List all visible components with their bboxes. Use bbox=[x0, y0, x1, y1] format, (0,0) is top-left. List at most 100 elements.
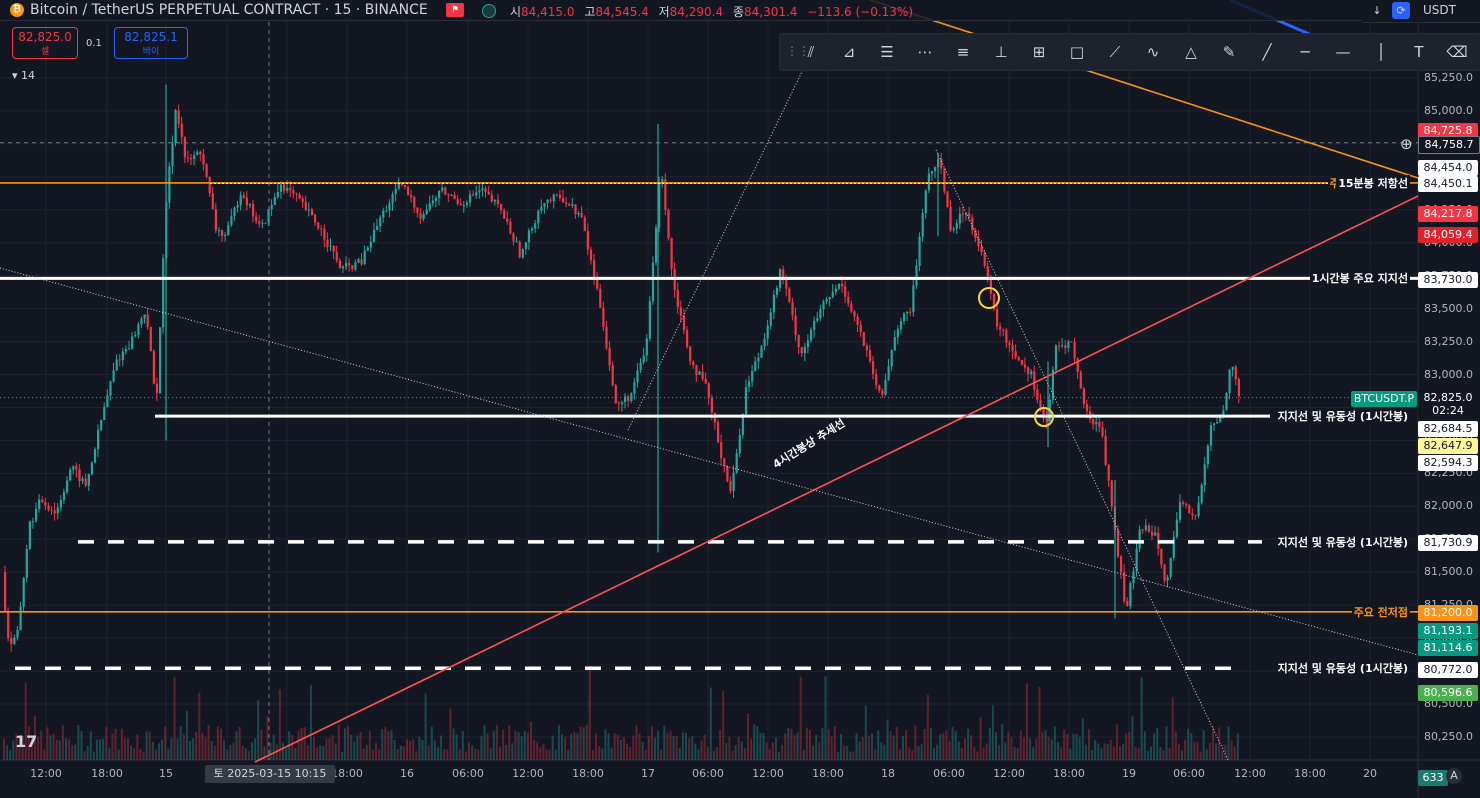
volume-bar bbox=[322, 745, 325, 760]
indicator-counter[interactable]: ▾ 14 bbox=[12, 69, 36, 82]
vertical-line-icon[interactable]: │ bbox=[1376, 43, 1386, 61]
candle-body bbox=[1163, 564, 1166, 581]
volume-bar bbox=[914, 725, 917, 760]
volume-bar bbox=[833, 726, 836, 760]
x-tick-label: 12:00 bbox=[512, 767, 544, 780]
candle-body bbox=[952, 228, 955, 231]
volume-bar bbox=[644, 750, 647, 760]
candle-body bbox=[335, 251, 338, 261]
flat-top-icon[interactable]: ≡ bbox=[956, 43, 970, 61]
triangle-icon[interactable]: △ bbox=[1185, 43, 1197, 61]
candle-body bbox=[351, 265, 354, 270]
volume-bar bbox=[350, 734, 353, 760]
currency-select[interactable]: USDT bbox=[1423, 3, 1456, 17]
volume-bar bbox=[706, 747, 709, 760]
candle-body bbox=[118, 359, 121, 361]
volume-bar bbox=[446, 749, 449, 760]
sell-button[interactable]: 82,825.0 셀 bbox=[12, 27, 78, 59]
candle-body bbox=[422, 214, 425, 219]
auto-scale-button[interactable]: A bbox=[1446, 768, 1462, 784]
gann-fan-icon[interactable]: ⊿ bbox=[842, 43, 856, 61]
candle-body bbox=[983, 252, 986, 266]
sell-label: 셀 bbox=[40, 47, 50, 57]
candle-body bbox=[438, 190, 441, 198]
buy-button[interactable]: 82,825.1 바이 bbox=[114, 27, 188, 59]
volume-bar bbox=[877, 730, 880, 760]
drag-handle-icon[interactable]: ⋮⋮ bbox=[786, 44, 810, 58]
pitchfork-icon[interactable]: ⫽ bbox=[807, 43, 815, 61]
volume-bar bbox=[40, 730, 43, 760]
flag-icon[interactable]: ⚑ bbox=[446, 3, 464, 17]
volume-bar bbox=[176, 738, 179, 760]
candle-body bbox=[599, 288, 602, 308]
volume-bar bbox=[257, 700, 260, 760]
candle-body bbox=[965, 213, 968, 215]
candle-body bbox=[865, 345, 868, 351]
horizontal-ray-icon[interactable]: ─ bbox=[1300, 43, 1310, 61]
candle-body bbox=[298, 194, 301, 199]
curve-icon[interactable]: ∿ bbox=[1146, 43, 1160, 61]
candle-body bbox=[568, 203, 571, 206]
candle-body bbox=[1067, 341, 1070, 349]
trend-line-icon[interactable]: ╱ bbox=[1262, 43, 1272, 61]
candle-body bbox=[193, 155, 196, 160]
trendline-orange bbox=[869, 0, 1419, 179]
volume-bar bbox=[424, 693, 427, 760]
volume-bar bbox=[514, 730, 517, 760]
x-tick-label: 18:00 bbox=[572, 767, 604, 780]
candle-body bbox=[1209, 425, 1213, 446]
candle-body bbox=[1169, 557, 1172, 577]
candle-body bbox=[679, 307, 682, 316]
parallel-channel-icon[interactable]: ☰ bbox=[880, 43, 894, 61]
candle-body bbox=[1234, 366, 1237, 380]
volume-bar bbox=[167, 748, 170, 760]
price-axis-tag: 84,059.4 bbox=[1418, 227, 1478, 243]
regression-icon[interactable]: ⋯ bbox=[917, 43, 933, 61]
volume-bar bbox=[9, 749, 12, 760]
candle-body bbox=[270, 204, 273, 210]
x-tick-label: 12:00 bbox=[1234, 767, 1266, 780]
volume-bar bbox=[855, 733, 858, 760]
candle-body bbox=[1141, 529, 1144, 531]
volume-bar bbox=[1115, 724, 1118, 760]
candle-body bbox=[72, 466, 75, 470]
date-range-icon[interactable]: ⊥ bbox=[994, 43, 1008, 61]
candle-body bbox=[391, 194, 394, 204]
volume-bar bbox=[1224, 744, 1227, 760]
arrow-down-icon[interactable]: ↓ bbox=[1372, 4, 1382, 17]
volume-bar bbox=[1187, 728, 1190, 760]
symbol-title[interactable]: Bitcoin / TetherUS PERPETUAL CONTRACT · … bbox=[30, 2, 428, 18]
rectangle-icon[interactable]: □ bbox=[1069, 43, 1085, 61]
volume-bar bbox=[21, 736, 24, 760]
candle-body bbox=[1058, 345, 1061, 347]
candle-body bbox=[531, 228, 534, 231]
volume-bar bbox=[564, 737, 567, 760]
candle-body bbox=[190, 158, 193, 160]
volume-bar bbox=[1143, 731, 1146, 760]
add-alert-button[interactable]: ⊕ bbox=[1400, 135, 1413, 153]
date-price-range-icon[interactable]: ⊞ bbox=[1032, 43, 1046, 61]
candle-body bbox=[1008, 342, 1011, 346]
horizontal-line-icon[interactable]: — bbox=[1335, 43, 1351, 61]
candle-body bbox=[1036, 389, 1039, 400]
volume-bar bbox=[1075, 733, 1078, 760]
volume-bar bbox=[468, 742, 470, 760]
candle-body bbox=[354, 262, 357, 270]
candle-body bbox=[537, 210, 540, 224]
refresh-icon[interactable]: ⟳ bbox=[1392, 2, 1410, 19]
brush-icon[interactable]: ✎ bbox=[1222, 43, 1236, 61]
candle-body bbox=[131, 336, 134, 349]
y-tick-label: 83,500.0 bbox=[1424, 301, 1473, 315]
candle-body bbox=[47, 505, 50, 510]
volume-bar bbox=[598, 746, 601, 760]
path-icon[interactable]: ⟋ bbox=[1109, 43, 1121, 61]
text-icon[interactable]: T bbox=[1414, 43, 1424, 61]
more-icon[interactable]: ⌫ bbox=[1446, 43, 1468, 61]
volume-bar bbox=[108, 747, 111, 760]
candle-body bbox=[1172, 536, 1175, 558]
candle-body bbox=[627, 396, 630, 401]
tradingview-logo-icon[interactable]: 17 bbox=[15, 732, 38, 751]
volume-bar bbox=[77, 724, 80, 760]
